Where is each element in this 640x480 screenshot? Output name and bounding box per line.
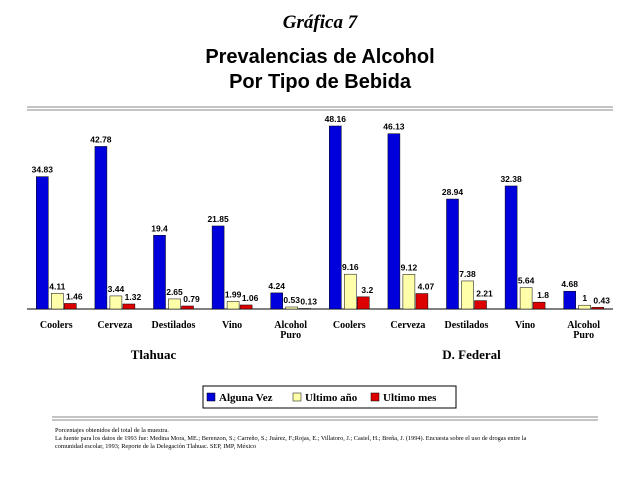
- data-label-tlahuac-cerveza-alguna-vez: 42.78: [90, 134, 112, 144]
- bar-tlahuac-vino-ultimo-ano: [226, 301, 240, 310]
- chart-title-line-2: Por Tipo de Bebida: [229, 71, 411, 93]
- data-label-d-federal-vino-ultimo-ano: 5.64: [518, 276, 535, 286]
- bar-tlahuac-cerveza-ultimo-mes: [122, 303, 136, 310]
- data-label-d-federal-alcohol-puro-alguna-vez: 4.68: [561, 279, 578, 289]
- bar-tlahuac-vino-ultimo-mes: [239, 304, 253, 310]
- data-label-d-federal-alcohol-puro-ultimo-mes: 0.43: [593, 295, 610, 305]
- bar-tlahuac-coolers-ultimo-mes: [64, 303, 77, 310]
- data-label-tlahuac-cerveza-ultimo-mes: 1.32: [125, 292, 142, 302]
- legend-swatch-ultimo-mes: [370, 392, 380, 402]
- bar-tlahuac-cerveza-alguna-vez: [94, 146, 108, 310]
- bar-d-federal-vino-ultimo-mes: [532, 301, 546, 310]
- bar-tlahuac-destilados-ultimo-mes: [181, 305, 194, 310]
- data-label-tlahuac-destilados-ultimo-ano: 2.65: [166, 287, 183, 297]
- bar-d-federal-alcohol-puro-ultimo-mes: [591, 307, 604, 310]
- data-label-tlahuac-alcohol-puro-ultimo-ano: 0.53: [283, 295, 300, 305]
- data-label-d-federal-destilados-ultimo-ano: 7.38: [459, 269, 476, 279]
- bar-tlahuac-destilados-ultimo-ano: [168, 298, 181, 310]
- bar-d-federal-coolers-alguna-vez: [329, 125, 342, 310]
- data-label-d-federal-vino-ultimo-mes: 1.8: [537, 290, 549, 300]
- bar-d-federal-destilados-ultimo-ano: [461, 280, 474, 310]
- data-label-d-federal-cerveza-ultimo-mes: 4.07: [418, 282, 435, 292]
- chart-title-line-1: Prevalencias de Alcohol: [205, 46, 435, 68]
- bar-d-federal-vino-ultimo-ano: [519, 287, 533, 310]
- category-label-d-federal-coolers: Coolers: [333, 320, 366, 331]
- bar-d-federal-cerveza-ultimo-mes: [415, 293, 429, 310]
- bar-d-federal-cerveza-ultimo-ano: [402, 274, 416, 310]
- group-label-d-federal: D. Federal: [442, 347, 501, 362]
- bar-d-federal-alcohol-puro-alguna-vez: [563, 290, 576, 310]
- legend-box: [202, 385, 457, 409]
- bar-d-federal-destilados-ultimo-mes: [474, 300, 487, 310]
- footnote-line-1: Porcentajes obtenidos del total de la mu…: [55, 427, 169, 434]
- data-label-tlahuac-coolers-ultimo-mes: 1.46: [66, 291, 83, 301]
- data-label-tlahuac-alcohol-puro-ultimo-mes: 0.13: [300, 297, 317, 307]
- data-label-tlahuac-alcohol-puro-alguna-vez: 4.24: [268, 281, 285, 291]
- category-label-d-federal-destilados: Destilados: [445, 320, 489, 331]
- bar-tlahuac-alcohol-puro-ultimo-ano: [285, 306, 298, 310]
- bar-tlahuac-destilados-alguna-vez: [153, 235, 166, 310]
- data-label-tlahuac-coolers-ultimo-ano: 4.11: [49, 281, 65, 291]
- footnote-line-2: La fuente para los datos de 1993 fue: Me…: [55, 435, 527, 442]
- bar-tlahuac-alcohol-puro-alguna-vez: [270, 292, 283, 310]
- category-label-tlahuac-cerveza: Cerveza: [97, 320, 132, 331]
- legend-label-ultimo-ano: Ultimo año: [305, 392, 358, 404]
- data-label-tlahuac-destilados-ultimo-mes: 0.79: [183, 294, 200, 304]
- category-label-tlahuac-destilados: Destilados: [152, 320, 196, 331]
- category-label-d-federal-cerveza: Cerveza: [390, 320, 425, 331]
- category-label-tlahuac-vino: Vino: [222, 320, 242, 331]
- category-label-tlahuac-coolers: Coolers: [40, 320, 73, 331]
- bar-d-federal-alcohol-puro-ultimo-ano: [578, 304, 591, 310]
- bar-tlahuac-coolers-ultimo-ano: [51, 293, 64, 310]
- data-label-tlahuac-vino-ultimo-ano: 1.99: [225, 289, 242, 299]
- legend-label-ultimo-mes: Ultimo mes: [383, 392, 437, 404]
- legend-swatch-alguna-vez: [206, 392, 216, 402]
- data-label-d-federal-destilados-alguna-vez: 28.94: [442, 187, 464, 197]
- bar-d-federal-coolers-ultimo-mes: [357, 296, 370, 310]
- footnote-line-3: comunidad escolar, 1993; Reporte de la D…: [55, 443, 257, 450]
- bar-tlahuac-vino-alguna-vez: [211, 225, 225, 310]
- bar-d-federal-cerveza-alguna-vez: [387, 133, 401, 310]
- category-label-tlahuac-alcohol-puro: Alcohol Puro: [274, 320, 307, 341]
- bar-tlahuac-coolers-alguna-vez: [36, 176, 49, 310]
- group-label-tlahuac: Tlahuac: [131, 347, 177, 362]
- data-label-d-federal-alcohol-puro-ultimo-ano: 1: [582, 293, 587, 303]
- bar-d-federal-vino-alguna-vez: [504, 185, 518, 310]
- data-label-d-federal-coolers-alguna-vez: 48.16: [325, 114, 347, 124]
- data-label-d-federal-vino-alguna-vez: 32.38: [500, 174, 522, 184]
- data-label-d-federal-coolers-ultimo-mes: 3.2: [361, 285, 373, 295]
- legend-swatch-ultimo-ano: [292, 392, 302, 402]
- data-label-tlahuac-destilados-alguna-vez: 19.4: [151, 223, 168, 233]
- data-label-tlahuac-vino-ultimo-mes: 1.06: [242, 293, 259, 303]
- data-label-d-federal-cerveza-alguna-vez: 46.13: [383, 122, 405, 132]
- category-label-d-federal-vino: Vino: [515, 320, 535, 331]
- category-label-d-federal-alcohol-puro: Alcohol Puro: [567, 320, 600, 341]
- data-label-d-federal-destilados-ultimo-mes: 2.21: [476, 289, 493, 299]
- data-label-tlahuac-coolers-alguna-vez: 34.83: [32, 165, 54, 175]
- data-label-d-federal-cerveza-ultimo-ano: 9.12: [401, 262, 418, 272]
- figure-number: Gráfica 7: [282, 12, 358, 33]
- data-label-tlahuac-cerveza-ultimo-ano: 3.44: [108, 284, 125, 294]
- data-label-d-federal-coolers-ultimo-ano: 9.16: [342, 262, 359, 272]
- bar-tlahuac-cerveza-ultimo-ano: [109, 295, 123, 310]
- bar-d-federal-destilados-alguna-vez: [446, 198, 459, 310]
- legend-label-alguna-vez: Alguna Vez: [219, 392, 273, 404]
- bar-d-federal-coolers-ultimo-ano: [344, 273, 357, 310]
- data-label-tlahuac-vino-alguna-vez: 21.85: [207, 214, 229, 224]
